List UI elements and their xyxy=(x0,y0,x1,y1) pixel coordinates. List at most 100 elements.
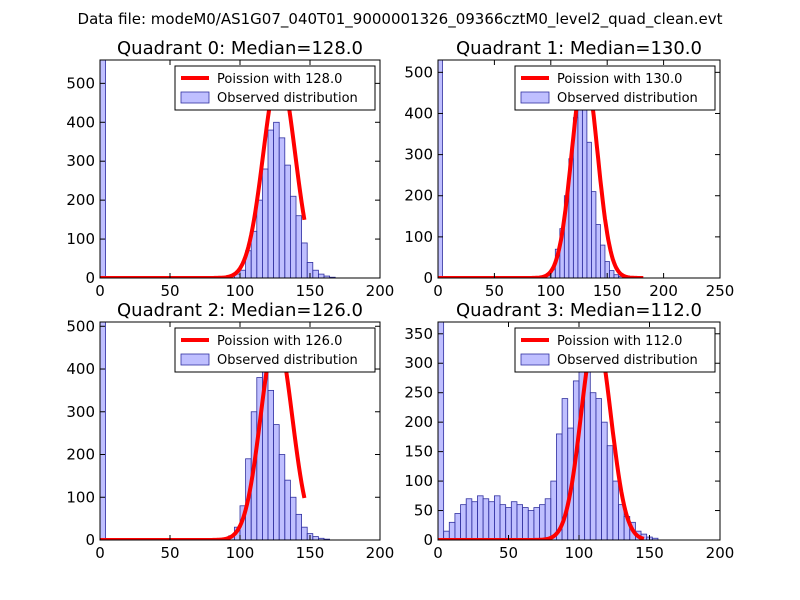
histogram-bar xyxy=(581,100,588,278)
panel-quadrant-2: 0 50 100 150 200 0 100 200 300 400 500 Quadrant 2: … xyxy=(66,300,394,562)
histogram-bar xyxy=(295,513,302,540)
panel-quadrant-0: 0 50 100 150 200 0 100 200 300 400 500 Quadrant 0: … xyxy=(66,38,394,300)
histogram-bar xyxy=(601,421,608,540)
x-tick-label: 150 xyxy=(296,282,325,300)
y-tick-label: 100 xyxy=(404,228,433,246)
panel-quadrant-1: 0 50 100 150 200 250 0 100 200 300 400 500 Quadrant … xyxy=(404,38,734,300)
legend-label-observed: Observed distribution xyxy=(217,91,358,106)
y-tick-label: 50 xyxy=(414,502,433,520)
histogram-bar xyxy=(301,242,308,278)
histogram-bar xyxy=(600,244,606,278)
x-tick-label: 150 xyxy=(593,282,622,300)
legend-patch-icon xyxy=(520,91,550,104)
histogram-bar xyxy=(267,389,274,540)
y-tick-label: 200 xyxy=(66,446,95,464)
x-tick-label: 200 xyxy=(366,282,395,300)
x-tick-label: 200 xyxy=(366,544,395,562)
histogram-bar xyxy=(100,60,106,278)
legend-label-observed: Observed distribution xyxy=(557,353,698,368)
histogram-bar xyxy=(273,424,280,540)
x-tick-label: 0 xyxy=(95,544,105,562)
y-tick-label: 100 xyxy=(66,488,95,506)
histogram-bar xyxy=(595,224,601,278)
histogram-bar xyxy=(438,322,445,540)
legend-label-observed: Observed distribution xyxy=(557,91,698,106)
histogram-bar xyxy=(477,495,484,540)
axes-frame xyxy=(437,59,721,279)
legend-label-poisson: Poission with 112.0 xyxy=(557,334,682,349)
histogram-bar xyxy=(284,164,291,278)
plot-area xyxy=(100,322,330,540)
histogram-bar xyxy=(609,270,615,278)
y-tick-label: 100 xyxy=(404,472,433,490)
x-tick-label: 250 xyxy=(706,282,735,300)
histogram-bar xyxy=(278,137,286,278)
y-tick-label: 300 xyxy=(404,146,433,164)
x-tick-label: 50 xyxy=(160,544,179,562)
y-tick-label: 0 xyxy=(85,269,95,287)
y-tick-label: 400 xyxy=(404,104,433,122)
poisson-curve xyxy=(438,68,645,278)
suptitle: Data file: modeM0/AS1G07_040T01_90000013… xyxy=(78,10,723,29)
y-tick-label: 500 xyxy=(404,63,433,81)
histogram-bar xyxy=(612,480,619,540)
x-tick-label: 0 xyxy=(433,544,443,562)
y-tick-label: 0 xyxy=(85,531,95,549)
legend-label-poisson: Poission with 128.0 xyxy=(217,72,342,87)
x-tick-label: 150 xyxy=(635,544,664,562)
histogram-bar xyxy=(516,504,524,540)
y-tick-label: 200 xyxy=(66,191,95,209)
legend-label-observed: Observed distribution xyxy=(217,353,358,368)
y-tick-label: 300 xyxy=(404,354,433,372)
histogram-bar xyxy=(488,501,495,540)
y-tick-label: 350 xyxy=(404,325,433,343)
histogram-bar xyxy=(482,498,490,540)
histogram-bar xyxy=(604,261,610,278)
legend: Poission with 130.0 Observed distribution xyxy=(514,65,716,111)
histogram-bar xyxy=(273,121,280,278)
y-tick-label: 400 xyxy=(66,360,95,378)
histogram-bar xyxy=(465,498,473,540)
histogram-bar xyxy=(589,392,597,540)
x-tick-label: 100 xyxy=(565,544,594,562)
x-tick-label: 100 xyxy=(536,282,565,300)
histogram-bar xyxy=(301,526,308,540)
histogram-bar xyxy=(100,322,106,540)
x-tick-label: 200 xyxy=(706,544,735,562)
histogram-bar xyxy=(312,269,319,278)
y-tick-label: 200 xyxy=(404,413,433,431)
histogram-bar xyxy=(239,269,246,278)
y-tick-label: 0 xyxy=(423,269,433,287)
histogram-bar xyxy=(606,445,614,540)
legend-patch-icon xyxy=(180,91,210,104)
histogram-bar xyxy=(278,454,286,540)
histogram-bar xyxy=(493,495,501,540)
x-tick-label: 0 xyxy=(433,282,443,300)
y-tick-label: 500 xyxy=(66,74,95,92)
histogram-bar xyxy=(289,496,297,540)
y-tick-label: 200 xyxy=(404,187,433,205)
panel-title: Quadrant 1: Median=130.0 xyxy=(456,38,702,59)
histogram-bar xyxy=(438,60,443,278)
x-tick-label: 0 xyxy=(95,282,105,300)
legend-label-poisson: Poission with 130.0 xyxy=(557,72,682,87)
histogram-bar xyxy=(544,498,552,540)
histogram-bar xyxy=(448,521,456,540)
histogram-bar xyxy=(267,129,274,278)
y-tick-label: 300 xyxy=(66,403,95,421)
y-tick-label: 150 xyxy=(404,443,433,461)
histogram-bar xyxy=(591,191,597,278)
histogram-bar xyxy=(522,507,529,540)
y-tick-label: 0 xyxy=(423,531,433,549)
x-tick-label: 200 xyxy=(649,282,678,300)
x-tick-label: 100 xyxy=(226,544,255,562)
x-tick-label: 50 xyxy=(499,544,518,562)
y-tick-label: 100 xyxy=(66,230,95,248)
histogram-bar xyxy=(454,513,461,540)
histogram-bar xyxy=(586,141,592,278)
histogram-bar xyxy=(539,504,546,540)
x-tick-label: 100 xyxy=(226,282,255,300)
histogram-bar xyxy=(295,215,302,278)
